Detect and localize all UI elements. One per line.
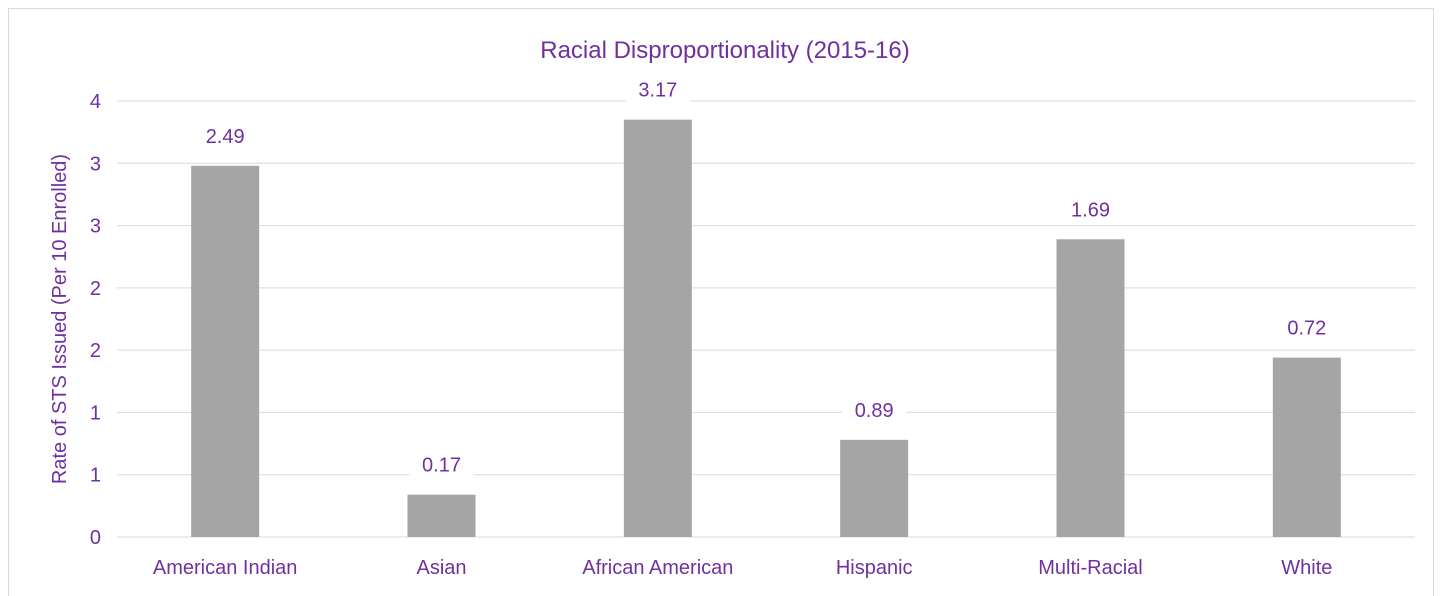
y-tick-label: 0 [90, 527, 101, 549]
data-label-box [1058, 194, 1123, 225]
bar [840, 439, 909, 537]
data-label-box [625, 74, 690, 105]
data-label-box [409, 449, 474, 480]
y-axis-label: Rate of STS Issued (Per 10 Enrolled) [49, 154, 71, 484]
x-tick-label: White [1281, 557, 1332, 579]
bar [191, 165, 260, 537]
x-tick-label: American Indian [153, 557, 298, 579]
data-label: 2.49 [206, 126, 245, 148]
data-label: 1.69 [1071, 199, 1110, 221]
chart-title: Racial Disproportionality (2015-16) [540, 37, 910, 64]
data-label: 0.89 [855, 400, 894, 422]
data-label: 3.17 [638, 80, 677, 102]
bar [1272, 357, 1341, 537]
data-label: 0.72 [1287, 318, 1326, 340]
bar [407, 494, 476, 537]
y-tick-label: 2 [90, 340, 101, 362]
y-tick-label: 1 [90, 402, 101, 424]
y-tick-label: 4 [90, 91, 101, 113]
y-tick-label: 1 [90, 465, 101, 487]
data-label-box [193, 120, 258, 151]
y-tick-label: 2 [90, 278, 101, 300]
x-tick-label: Multi-Racial [1038, 557, 1142, 579]
x-tick-label: Asian [416, 557, 466, 579]
bar [623, 119, 692, 537]
x-tick-label: African American [582, 557, 733, 579]
bar [1056, 239, 1125, 537]
x-tick-label: Hispanic [836, 557, 913, 579]
y-tick-label: 3 [90, 216, 101, 238]
y-tick-label: 3 [90, 153, 101, 175]
data-label-box [842, 394, 907, 425]
data-label-box [1274, 312, 1339, 343]
data-label: 0.17 [422, 455, 461, 477]
